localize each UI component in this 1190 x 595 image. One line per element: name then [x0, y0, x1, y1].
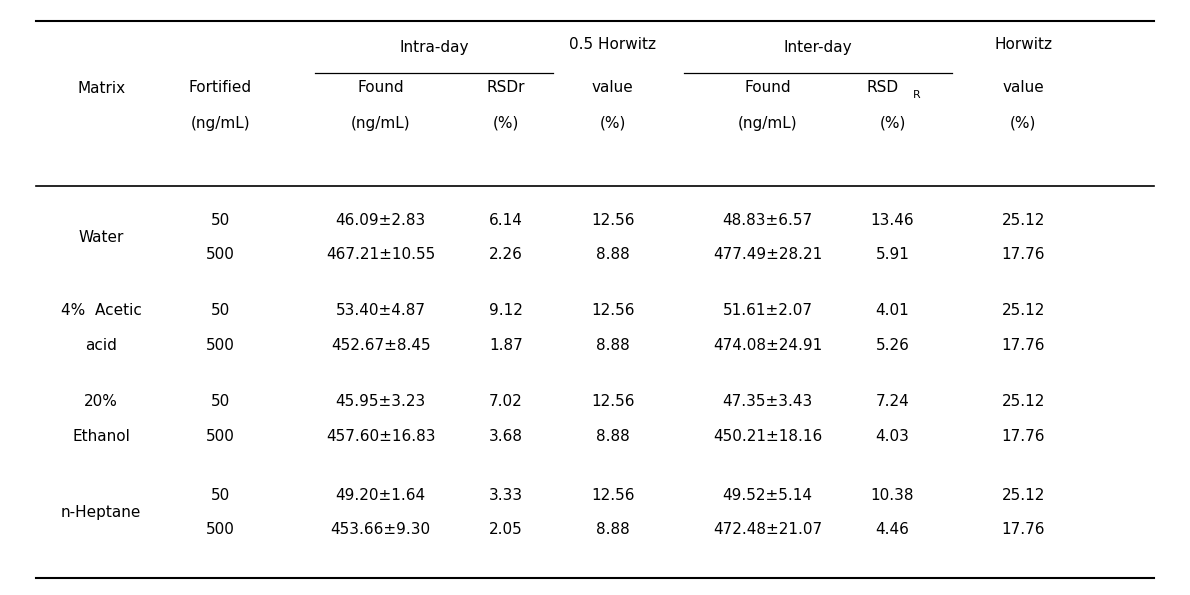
Text: 7.02: 7.02: [489, 394, 522, 409]
Text: (ng/mL): (ng/mL): [738, 115, 797, 131]
Text: 450.21±18.16: 450.21±18.16: [713, 428, 822, 444]
Text: 3.33: 3.33: [489, 487, 522, 503]
Text: 8.88: 8.88: [596, 247, 630, 262]
Text: acid: acid: [86, 337, 117, 353]
Text: 5.91: 5.91: [876, 247, 909, 262]
Text: 8.88: 8.88: [596, 522, 630, 537]
Text: 4.03: 4.03: [876, 428, 909, 444]
Text: 20%: 20%: [84, 394, 118, 409]
Text: 452.67±8.45: 452.67±8.45: [331, 337, 431, 353]
Text: 500: 500: [206, 337, 234, 353]
Text: 48.83±6.57: 48.83±6.57: [722, 212, 813, 228]
Text: 49.52±5.14: 49.52±5.14: [722, 487, 813, 503]
Text: 45.95±3.23: 45.95±3.23: [336, 394, 426, 409]
Text: 477.49±28.21: 477.49±28.21: [713, 247, 822, 262]
Text: 457.60±16.83: 457.60±16.83: [326, 428, 436, 444]
Text: 0.5 Horwitz: 0.5 Horwitz: [569, 37, 657, 52]
Text: Fortified: Fortified: [188, 80, 252, 95]
Text: 17.76: 17.76: [1002, 247, 1045, 262]
Text: (%): (%): [600, 115, 626, 131]
Text: (ng/mL): (ng/mL): [190, 115, 250, 131]
Text: 25.12: 25.12: [1002, 212, 1045, 228]
Text: value: value: [591, 80, 634, 95]
Text: Intra-day: Intra-day: [400, 40, 469, 55]
Text: 453.66±9.30: 453.66±9.30: [331, 522, 431, 537]
Text: 50: 50: [211, 212, 230, 228]
Text: (%): (%): [879, 115, 906, 131]
Text: 17.76: 17.76: [1002, 428, 1045, 444]
Text: 25.12: 25.12: [1002, 394, 1045, 409]
Text: 500: 500: [206, 522, 234, 537]
Text: 51.61±2.07: 51.61±2.07: [722, 303, 813, 318]
Text: Found: Found: [357, 80, 405, 95]
Text: 500: 500: [206, 428, 234, 444]
Text: 8.88: 8.88: [596, 428, 630, 444]
Text: RSDr: RSDr: [487, 80, 525, 95]
Text: Found: Found: [744, 80, 791, 95]
Text: 472.48±21.07: 472.48±21.07: [713, 522, 822, 537]
Text: (%): (%): [493, 115, 519, 131]
Text: 7.24: 7.24: [876, 394, 909, 409]
Text: 12.56: 12.56: [591, 303, 634, 318]
Text: 5.26: 5.26: [876, 337, 909, 353]
Text: 12.56: 12.56: [591, 212, 634, 228]
Text: 12.56: 12.56: [591, 487, 634, 503]
Text: value: value: [1002, 80, 1045, 95]
Text: (ng/mL): (ng/mL): [351, 115, 411, 131]
Text: 2.05: 2.05: [489, 522, 522, 537]
Text: R: R: [913, 90, 920, 100]
Text: 12.56: 12.56: [591, 394, 634, 409]
Text: Water: Water: [79, 230, 124, 245]
Text: 47.35±3.43: 47.35±3.43: [722, 394, 813, 409]
Text: 467.21±10.55: 467.21±10.55: [326, 247, 436, 262]
Text: 50: 50: [211, 394, 230, 409]
Text: 9.12: 9.12: [489, 303, 522, 318]
Text: 50: 50: [211, 487, 230, 503]
Text: 4.46: 4.46: [876, 522, 909, 537]
Text: 2.26: 2.26: [489, 247, 522, 262]
Text: 3.68: 3.68: [489, 428, 522, 444]
Text: 46.09±2.83: 46.09±2.83: [336, 212, 426, 228]
Text: 10.38: 10.38: [871, 487, 914, 503]
Text: n-Heptane: n-Heptane: [61, 505, 142, 520]
Text: 25.12: 25.12: [1002, 487, 1045, 503]
Text: RSD: RSD: [868, 80, 898, 95]
Text: Horwitz: Horwitz: [995, 37, 1052, 52]
Text: 53.40±4.87: 53.40±4.87: [336, 303, 426, 318]
Text: 25.12: 25.12: [1002, 303, 1045, 318]
Text: 17.76: 17.76: [1002, 337, 1045, 353]
Text: (%): (%): [1010, 115, 1036, 131]
Text: 6.14: 6.14: [489, 212, 522, 228]
Text: 17.76: 17.76: [1002, 522, 1045, 537]
Text: Inter-day: Inter-day: [784, 40, 852, 55]
Text: Matrix: Matrix: [77, 80, 125, 96]
Text: 8.88: 8.88: [596, 337, 630, 353]
Text: 474.08±24.91: 474.08±24.91: [713, 337, 822, 353]
Text: 50: 50: [211, 303, 230, 318]
Text: Ethanol: Ethanol: [73, 428, 130, 444]
Text: 4.01: 4.01: [876, 303, 909, 318]
Text: 49.20±1.64: 49.20±1.64: [336, 487, 426, 503]
Text: 13.46: 13.46: [871, 212, 914, 228]
Text: 1.87: 1.87: [489, 337, 522, 353]
Text: 500: 500: [206, 247, 234, 262]
Text: 4%  Acetic: 4% Acetic: [61, 303, 142, 318]
